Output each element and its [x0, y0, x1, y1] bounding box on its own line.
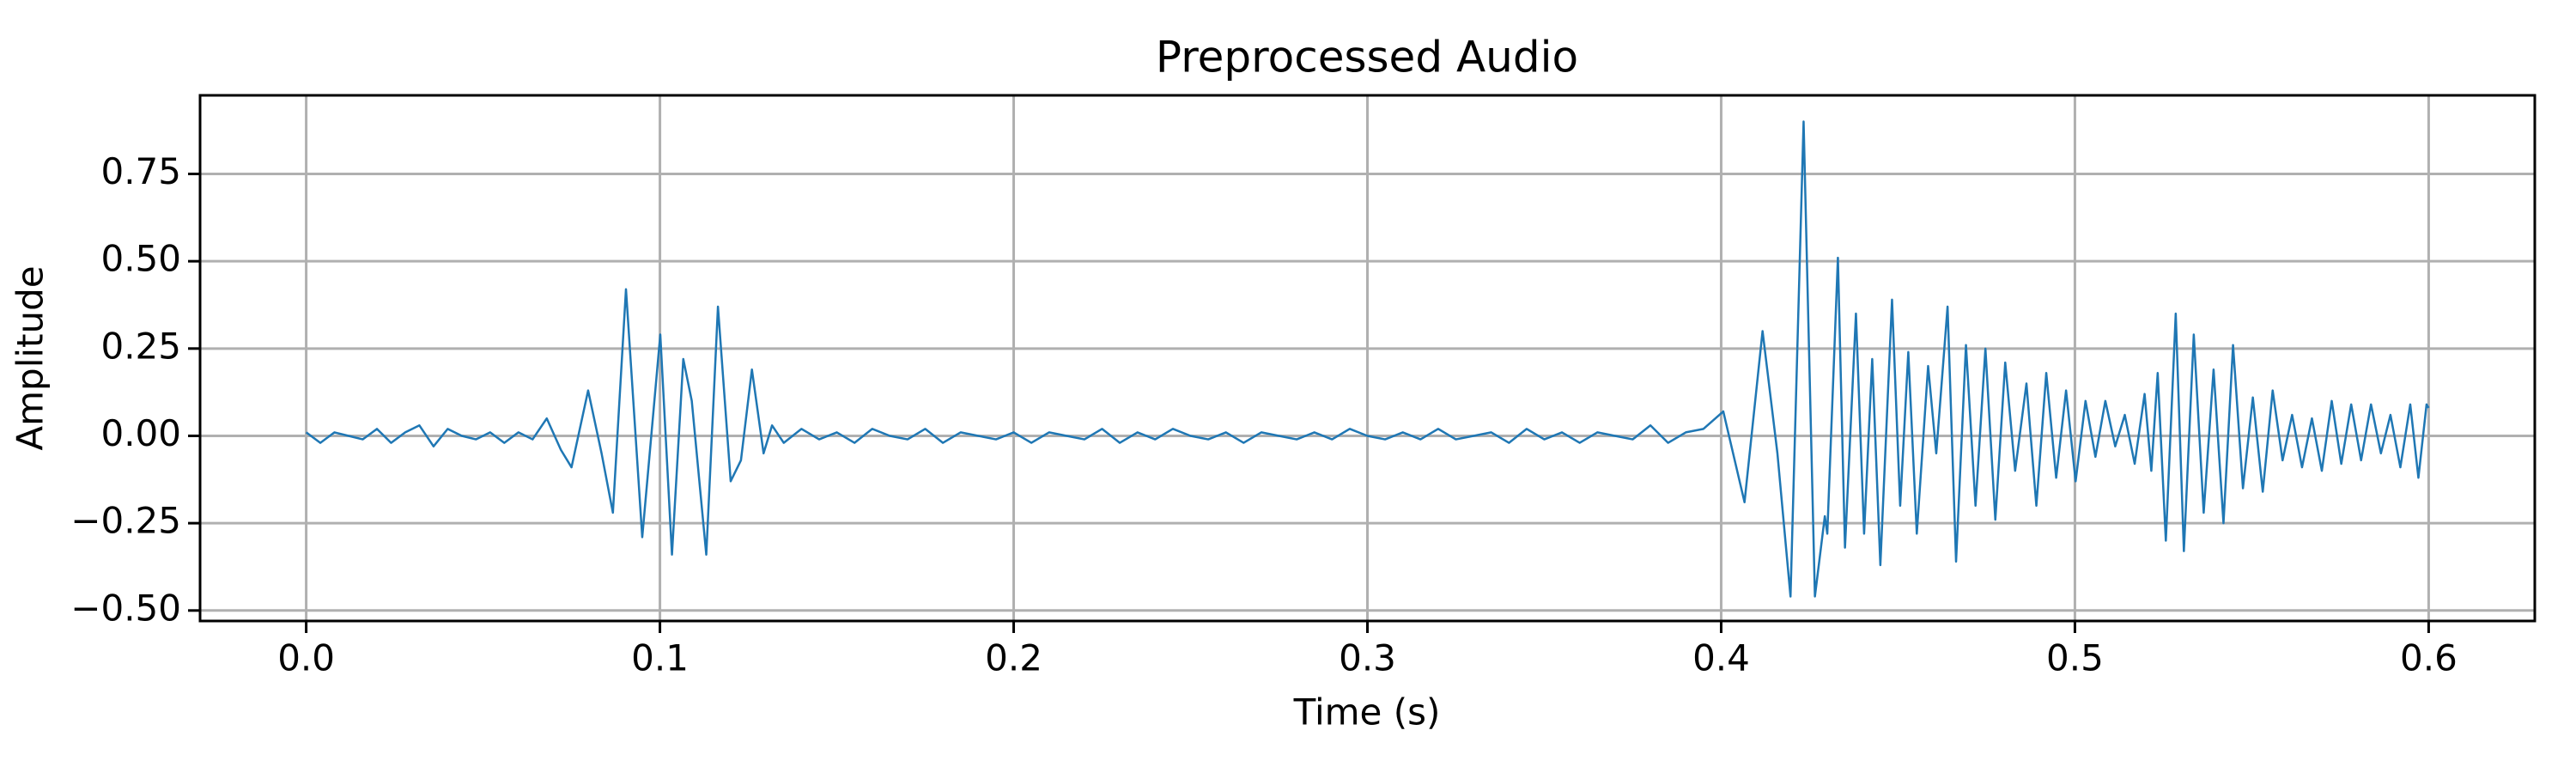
x-tick-label: 0.3 — [1339, 637, 1396, 679]
y-tick-label: 0.25 — [100, 325, 181, 367]
x-tick-label: 0.4 — [1692, 637, 1750, 679]
y-tick-label: 0.50 — [100, 238, 181, 280]
y-axis-label: Amplitude — [9, 265, 52, 450]
axes-frame — [198, 94, 2537, 623]
y-tick-label: 0.00 — [100, 412, 181, 454]
waveform-line — [305, 120, 2430, 598]
chart-title: Preprocessed Audio — [1156, 33, 1578, 82]
x-tick-label: 0.5 — [2046, 637, 2104, 679]
x-tick-label: 0.6 — [2400, 637, 2458, 679]
y-tick-label: −0.50 — [70, 587, 181, 629]
y-tick-label: −0.25 — [70, 500, 181, 542]
y-tick-label: 0.75 — [100, 150, 181, 192]
x-tick-label: 0.1 — [631, 637, 689, 679]
x-tick-label: 0.0 — [277, 637, 335, 679]
x-tick-label: 0.2 — [985, 637, 1042, 679]
x-axis-label: Time (s) — [1293, 691, 1441, 733]
